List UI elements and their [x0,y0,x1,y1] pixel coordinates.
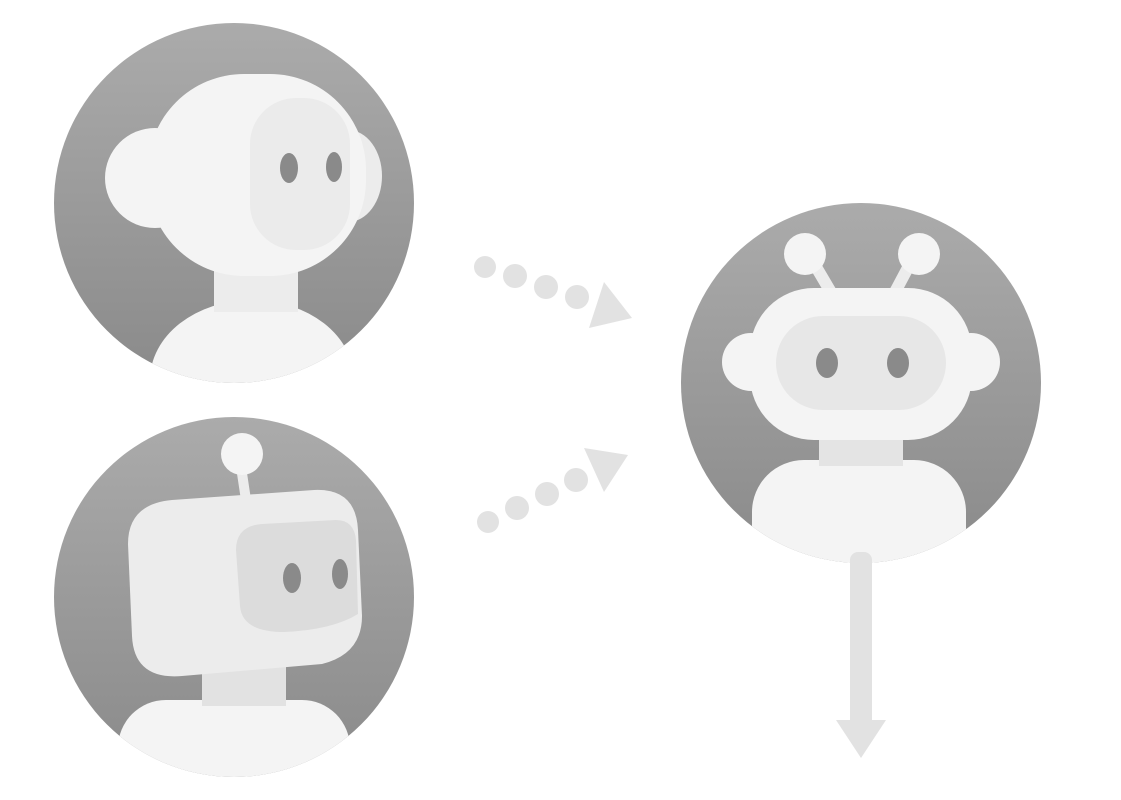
new-robot-antenna-right-ball [898,233,940,275]
new-robot-eye-left [816,348,838,378]
dotted-arrow-top [474,256,632,328]
arrowhead-right-icon [584,448,628,492]
person-head-icon [105,74,382,383]
arrowhead-down-icon [836,720,886,758]
old-robot-shoulders [118,700,350,777]
new-robot-avatar [681,203,1041,563]
human-face-plate [250,98,350,250]
dot [474,256,496,278]
human-shoulders [150,300,354,383]
dot [534,275,558,299]
dotted-arrow-bottom [477,448,628,533]
new-robot-face-plate [776,316,946,410]
double-antenna-robot-icon [722,233,1000,563]
old-robot-eye-left [283,563,301,593]
dot [564,468,588,492]
old-robot-avatar [54,417,414,777]
down-arrow [836,552,886,758]
new-robot-shoulders [752,460,966,563]
dot [535,482,559,506]
human-eye-left [280,153,298,183]
new-robot-eye-right [887,348,909,378]
human-eye-right [326,152,342,182]
single-antenna-robot-icon [118,433,362,777]
old-robot-antenna-ball [221,433,263,475]
human-avatar [54,23,414,383]
dot [503,264,527,288]
dot [477,511,499,533]
down-arrow-shaft [850,552,872,730]
arrowhead-right-icon [589,282,632,328]
dot [565,285,589,309]
dot [505,496,529,520]
old-robot-eye-right [332,559,348,589]
new-robot-antenna-left-ball [784,233,826,275]
